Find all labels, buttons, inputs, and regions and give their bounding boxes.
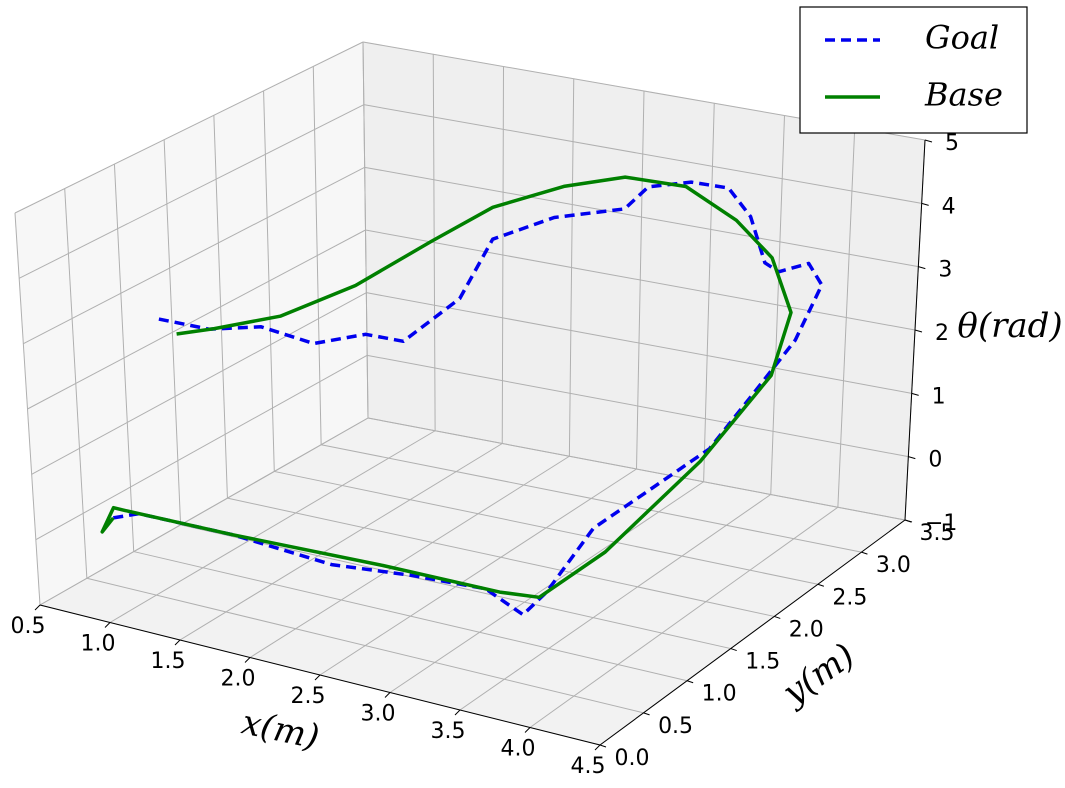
y-tick-label: 0.0 <box>615 746 650 771</box>
y-tick-label: 1.0 <box>702 682 737 707</box>
series-line <box>100 175 793 600</box>
grid-line <box>249 455 570 658</box>
x-tick-label: 2.5 <box>291 684 326 709</box>
grid-line <box>274 470 818 585</box>
tick-mark <box>911 392 919 396</box>
y-tick-label: 1.5 <box>745 650 780 675</box>
x-tick-label: 3.0 <box>361 702 396 727</box>
z-axis-line <box>904 139 926 521</box>
tick-mark <box>904 519 913 523</box>
y-tick-label: 3.5 <box>920 521 955 546</box>
y-tick-label: 0.5 <box>658 714 693 739</box>
legend-box <box>799 6 1028 134</box>
grid-line <box>389 481 704 693</box>
grid-line <box>367 354 909 458</box>
tick-mark <box>861 551 868 555</box>
grid-line <box>459 494 772 711</box>
grid-line <box>363 104 922 204</box>
tick-mark <box>599 744 607 748</box>
grid-line <box>31 292 367 475</box>
tick-mark <box>817 583 825 587</box>
tick-mark <box>174 639 181 646</box>
x-tick-label: 3.5 <box>431 719 466 744</box>
z-tick-label: 1 <box>932 384 946 409</box>
grid-line <box>367 417 906 521</box>
z-tick-label: −1 <box>925 511 957 536</box>
x-tick-label: 4.0 <box>501 737 536 762</box>
x-tick-label: 0.5 <box>11 614 46 639</box>
z-tick-label: 4 <box>942 194 956 219</box>
grid-line <box>14 41 364 214</box>
grid-line <box>35 354 368 541</box>
z-tick-label: 0 <box>928 448 942 473</box>
tick-mark <box>454 709 461 716</box>
tick-mark <box>314 674 321 681</box>
grid-line <box>364 166 919 268</box>
legend-label: Goal <box>925 19 999 57</box>
tick-mark <box>104 622 111 628</box>
grid-line <box>366 292 912 394</box>
grid-line <box>227 497 775 617</box>
y-tick-label: 3.0 <box>876 553 911 578</box>
z-axis-label: θ(rad) <box>957 306 1062 346</box>
tick-mark <box>384 692 391 698</box>
grid-line <box>133 551 688 682</box>
x-tick-label: 4.5 <box>571 754 606 779</box>
grid-line <box>86 577 644 714</box>
tick-mark <box>924 139 933 143</box>
tick-mark <box>594 744 601 751</box>
y-tick-label: 2.0 <box>789 617 824 642</box>
tick-mark <box>921 202 929 206</box>
z-tick-label: 5 <box>945 131 959 156</box>
tick-mark <box>524 727 531 733</box>
z-tick-label: 2 <box>935 321 949 346</box>
tick-mark <box>686 680 694 684</box>
grid-line <box>365 229 916 331</box>
x-axis-label: x(m) <box>238 702 323 757</box>
grid-line <box>319 468 637 676</box>
tick-mark <box>774 615 781 619</box>
grid-line <box>23 166 365 345</box>
grid-line <box>109 430 436 623</box>
tick-mark <box>918 266 926 270</box>
grid-line <box>18 104 365 279</box>
tick-mark <box>34 604 41 611</box>
z-tick-label: 3 <box>938 258 952 283</box>
x-tick-label: 2.0 <box>221 667 256 692</box>
ticks: 0.5 1.0 1.5 2.0 2.5 3.0 3.5 4.0 4.5 0.0 0.5 1.0 1.5 2… <box>11 131 960 779</box>
y-tick-label: 2.5 <box>832 585 867 610</box>
y-axis-line <box>599 519 906 746</box>
y-axis-label: y(m) <box>774 636 862 715</box>
grid-line <box>321 444 862 553</box>
tick-mark <box>914 329 923 333</box>
x-axis-line <box>39 604 601 746</box>
legend-label: Base <box>924 76 1003 114</box>
x-tick-label: 1.5 <box>151 649 186 674</box>
legend: Goal Base <box>799 6 1028 134</box>
grid-line <box>39 417 369 606</box>
x-tick-label: 1.0 <box>81 632 116 657</box>
tick-mark <box>244 657 251 663</box>
tick-mark <box>908 456 916 460</box>
grid-line <box>179 443 503 641</box>
grid-line <box>27 229 366 410</box>
tick-mark <box>643 712 650 716</box>
grid-line <box>529 506 839 728</box>
tick-mark <box>730 648 737 652</box>
lines <box>100 175 824 617</box>
